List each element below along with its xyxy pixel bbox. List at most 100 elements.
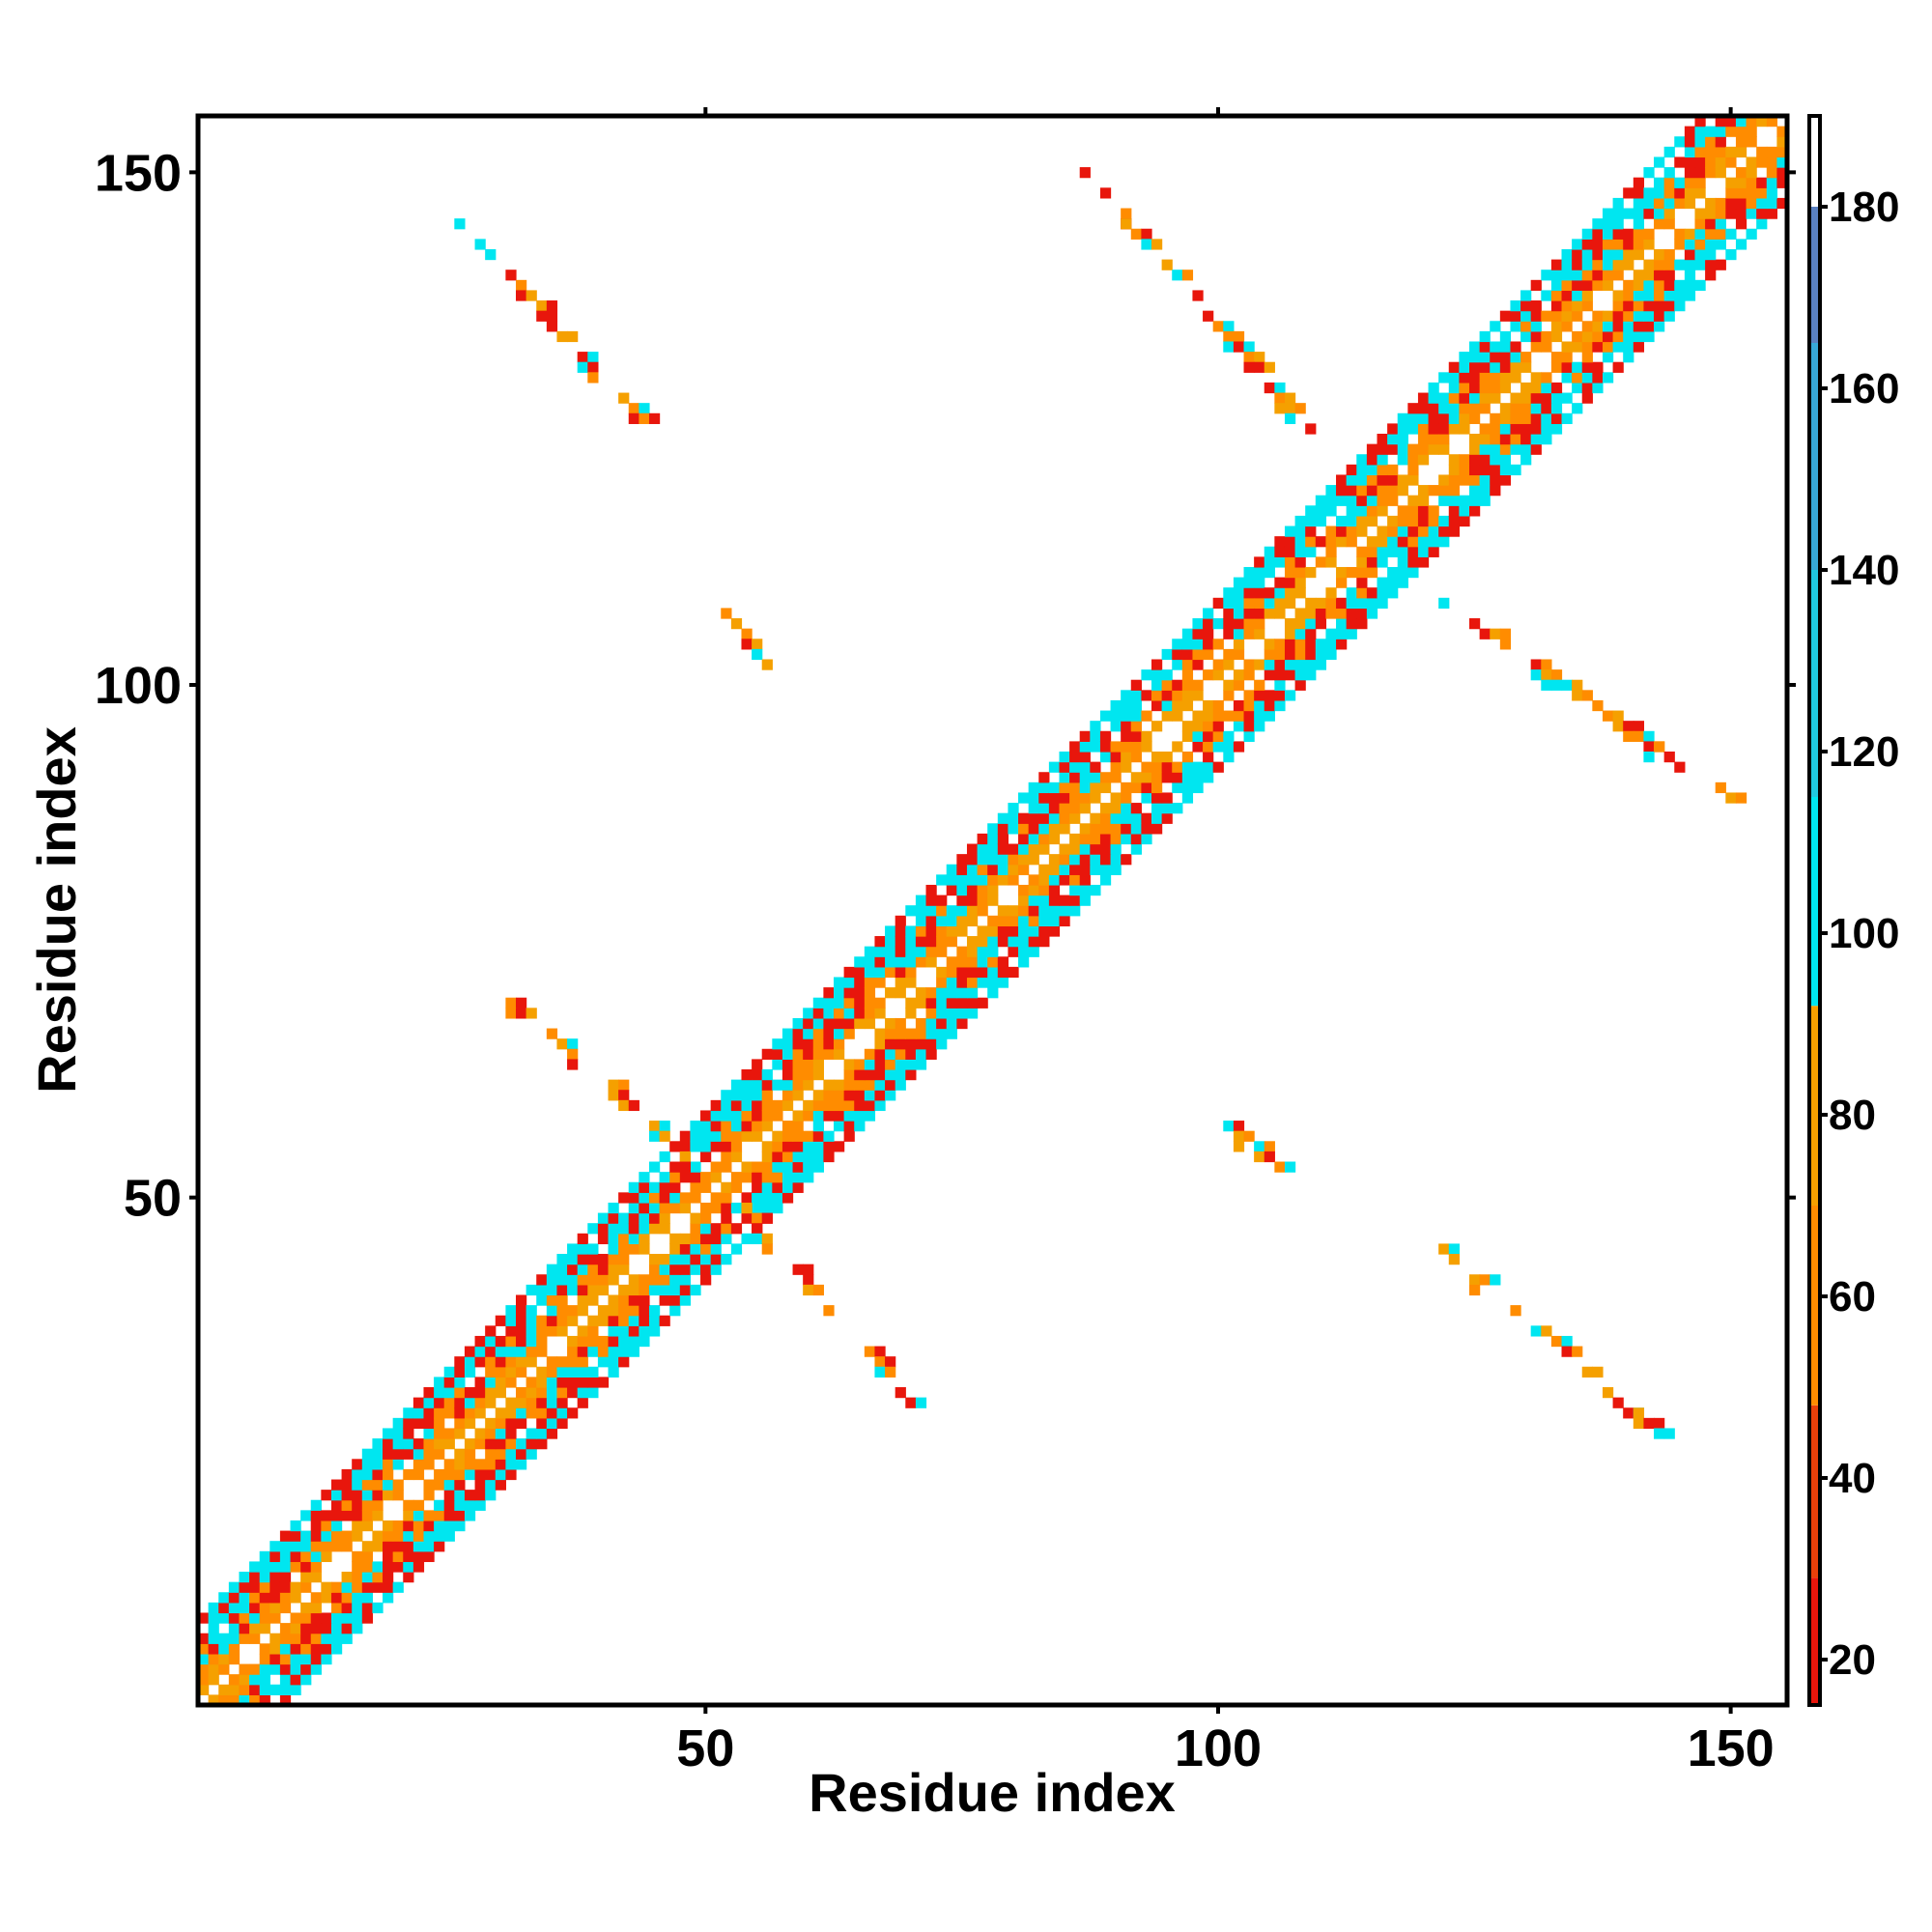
heatmap-cell — [1274, 1161, 1286, 1173]
heatmap-cell — [1284, 556, 1296, 568]
heatmap-cell — [885, 1028, 896, 1039]
heatmap-cell — [1520, 361, 1532, 373]
heatmap-cell — [1284, 392, 1296, 404]
heatmap-cell — [608, 1264, 619, 1275]
heatmap-cell — [1674, 177, 1686, 188]
heatmap-cell — [1294, 648, 1306, 661]
heatmap-cell — [1325, 628, 1337, 639]
heatmap-cell — [752, 1172, 763, 1183]
heatmap-cell — [279, 1633, 292, 1644]
heatmap-cell — [1325, 526, 1337, 537]
heatmap-cell — [1633, 228, 1645, 240]
heatmap-cell — [1284, 690, 1296, 701]
heatmap-cell — [577, 1356, 588, 1368]
heatmap-cell — [423, 1550, 435, 1563]
heatmap-cell — [823, 1130, 835, 1142]
heatmap-cell — [1407, 505, 1419, 517]
heatmap-cell — [423, 1541, 435, 1552]
heatmap-cell — [577, 1233, 588, 1245]
heatmap-cell — [218, 1612, 230, 1624]
heatmap-cell — [997, 812, 1009, 824]
heatmap-cell — [1274, 392, 1286, 404]
heatmap-cell — [434, 1541, 445, 1552]
heatmap-cell — [823, 1008, 835, 1019]
heatmap-cell — [198, 1633, 210, 1644]
heatmap-cell — [679, 1233, 692, 1245]
heatmap-cell — [1674, 259, 1686, 270]
heatmap-cell — [843, 966, 855, 979]
heatmap-cell — [721, 1141, 732, 1152]
heatmap-cell — [474, 1428, 486, 1439]
heatmap-cell — [474, 1459, 486, 1470]
heatmap-cell — [1161, 761, 1173, 773]
heatmap-cell — [1110, 823, 1122, 835]
heatmap-cell — [772, 1151, 783, 1163]
heatmap-cell — [577, 1264, 588, 1275]
heatmap-cell — [700, 1151, 712, 1163]
heatmap-cell — [1550, 330, 1563, 343]
heatmap-cell — [454, 1490, 466, 1501]
heatmap-cell — [403, 1499, 414, 1511]
heatmap-cell — [1510, 412, 1521, 424]
heatmap-cell — [1377, 536, 1388, 548]
heatmap-cell — [1172, 741, 1183, 753]
heatmap-cell — [618, 1212, 630, 1224]
heatmap-cell — [987, 823, 999, 835]
heatmap-cell — [1541, 341, 1552, 353]
heatmap-cell — [1417, 443, 1430, 455]
heatmap-cell — [1407, 556, 1419, 568]
heatmap-cell — [1715, 781, 1726, 794]
heatmap-cell — [679, 1254, 692, 1265]
heatmap-cell — [1633, 197, 1645, 210]
heatmap-cell — [987, 966, 999, 979]
heatmap-cell — [300, 1674, 312, 1686]
heatmap-cell — [1018, 833, 1030, 845]
heatmap-cell — [690, 1161, 701, 1173]
heatmap-cell — [228, 1592, 241, 1604]
heatmap-cell — [946, 915, 957, 927]
heatmap-cell — [239, 1633, 250, 1644]
colorbar-tick-label: 60 — [1829, 1273, 1876, 1321]
heatmap-cell — [1766, 177, 1777, 188]
heatmap-cell — [730, 1079, 743, 1091]
heatmap-cell — [556, 1397, 568, 1408]
heatmap-cell — [618, 1284, 630, 1296]
heatmap-cell — [270, 1602, 281, 1614]
heatmap-cell — [270, 1541, 281, 1552]
heatmap-cell — [1325, 648, 1337, 661]
heatmap-cell — [1448, 474, 1460, 486]
heatmap-cell — [1254, 618, 1265, 630]
heatmap-cell — [1643, 187, 1655, 199]
heatmap-cell — [1161, 699, 1173, 712]
heatmap-cell — [556, 1315, 568, 1326]
heatmap-cell — [249, 1674, 261, 1686]
heatmap-cell — [1592, 270, 1604, 281]
heatmap-cell — [1663, 177, 1675, 188]
heatmap-cell — [495, 1459, 506, 1470]
heatmap-cell — [834, 1038, 845, 1050]
heatmap-cell — [1233, 330, 1245, 343]
heatmap-cell — [639, 1325, 650, 1337]
heatmap-cell — [792, 1121, 804, 1132]
heatmap-cell — [1520, 423, 1532, 435]
heatmap-cell — [772, 1181, 783, 1193]
heatmap-cell — [464, 1468, 476, 1481]
heatmap-cell — [1274, 403, 1286, 414]
heatmap-cell — [536, 1407, 548, 1419]
heatmap-cell — [925, 1028, 937, 1039]
heatmap-cell — [1099, 823, 1112, 835]
heatmap-cell — [474, 1468, 486, 1481]
heatmap-cell — [966, 966, 979, 979]
heatmap-cell — [977, 936, 988, 948]
heatmap-cell — [567, 1407, 579, 1419]
heatmap-cell — [1233, 639, 1245, 650]
heatmap-cell — [1490, 341, 1501, 353]
heatmap-cell — [536, 1294, 548, 1306]
heatmap-cell — [1561, 412, 1573, 424]
heatmap-cell — [392, 1541, 404, 1552]
heatmap-cell — [1469, 454, 1481, 466]
heatmap-cell — [854, 1090, 866, 1101]
heatmap-cell — [1541, 679, 1552, 691]
heatmap-cell — [639, 1181, 650, 1193]
heatmap-cell — [843, 977, 855, 988]
